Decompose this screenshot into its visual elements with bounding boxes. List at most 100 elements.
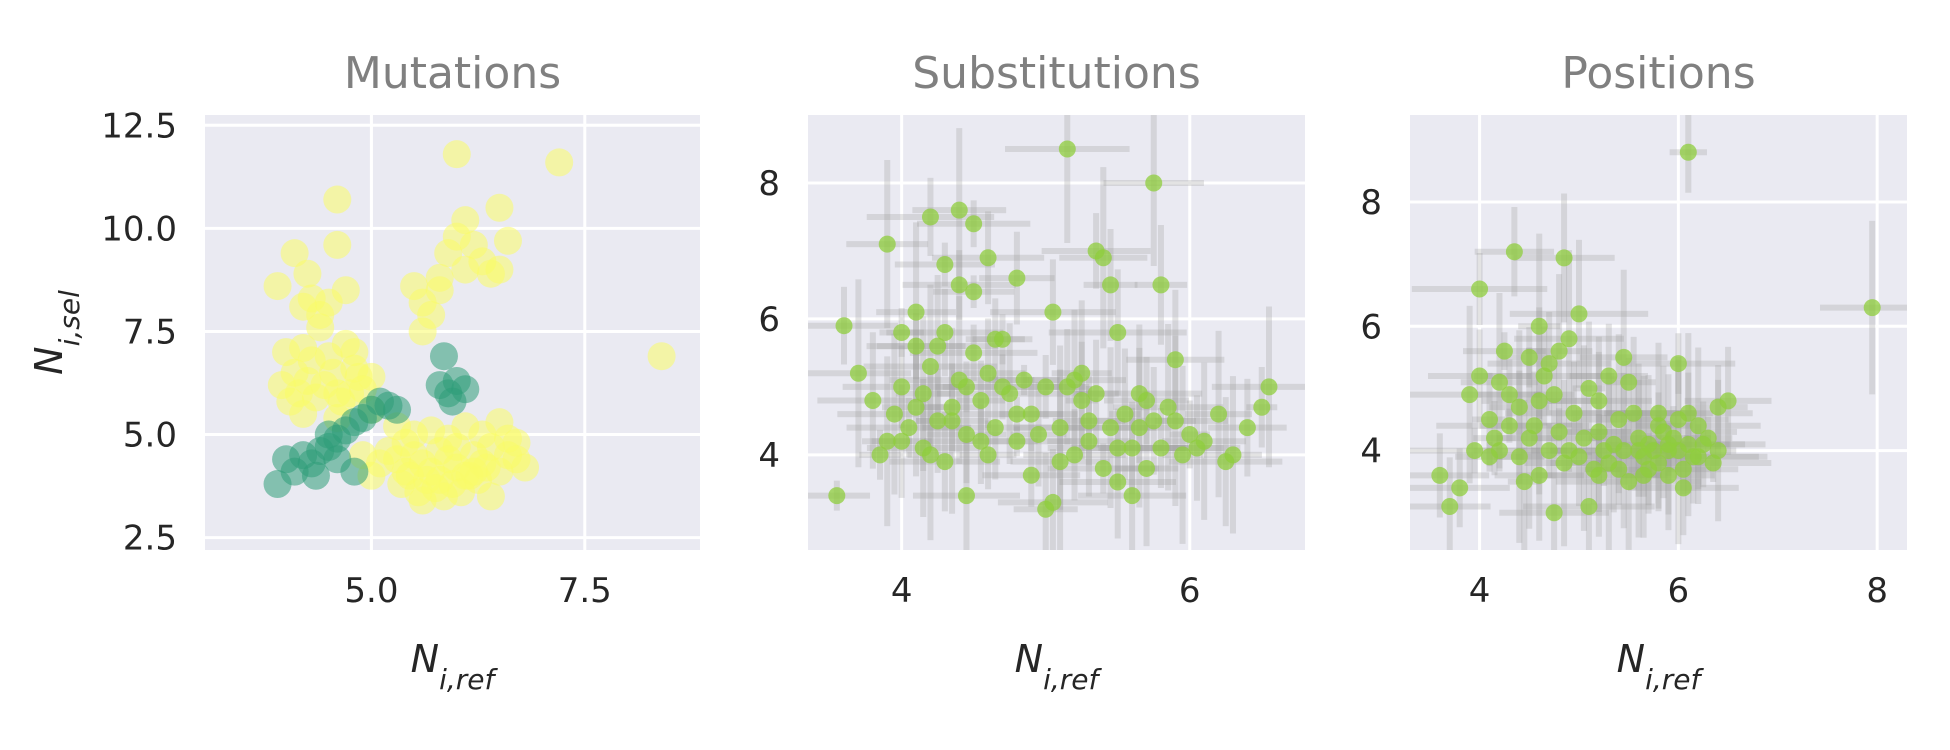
data-point: [1610, 411, 1628, 428]
data-point: [1029, 425, 1047, 443]
data-point: [485, 408, 514, 437]
data-point: [383, 395, 412, 424]
data-point: [965, 215, 983, 233]
data-point: [1094, 459, 1112, 477]
data-point: [1174, 446, 1192, 464]
data-point: [1585, 460, 1603, 478]
data-point: [921, 208, 939, 226]
data-point: [1152, 439, 1170, 457]
data-point: [828, 487, 846, 505]
data-point: [849, 364, 867, 382]
data-point: [979, 249, 997, 267]
x-tick-label: 6: [1668, 571, 1690, 611]
data-point: [1620, 473, 1638, 491]
data-point: [1441, 498, 1459, 515]
data-point: [442, 140, 471, 169]
series-yellow: [263, 140, 676, 515]
data-point: [1471, 367, 1489, 385]
data-point: [1109, 473, 1127, 491]
x-tick-label: 5.0: [344, 571, 398, 611]
y-tick-label: 4: [758, 436, 780, 476]
data-point: [1615, 348, 1633, 366]
data-point: [1015, 371, 1033, 389]
data-point: [293, 259, 322, 288]
data-point: [1550, 342, 1568, 360]
data-point: [986, 330, 1004, 348]
data-point: [1073, 391, 1091, 409]
data-point: [459, 457, 488, 486]
data-point: [878, 235, 896, 253]
data-point: [1253, 398, 1271, 416]
data-point: [950, 276, 968, 294]
data-point: [914, 439, 932, 457]
data-point: [1116, 405, 1134, 423]
data-point: [1520, 348, 1538, 366]
data-point: [1066, 446, 1084, 464]
x-axis-label-symbol: N: [1015, 637, 1043, 681]
y-axis-label-subscript: i,sel: [53, 290, 86, 346]
marks: [808, 115, 1305, 550]
data-point: [972, 432, 990, 450]
data-point: [1485, 429, 1503, 447]
data-point: [1481, 448, 1499, 466]
data-point: [1540, 442, 1558, 460]
data-point: [319, 358, 348, 387]
data-point: [1669, 411, 1687, 428]
marks: [263, 140, 676, 515]
data-point: [1145, 174, 1163, 192]
data-point: [914, 385, 932, 403]
data-point: [429, 342, 458, 371]
data-point: [972, 391, 990, 409]
data-point: [1159, 398, 1177, 416]
data-point: [1166, 351, 1184, 369]
panel-title: Mutations: [344, 48, 561, 99]
data-point: [1145, 412, 1163, 430]
series-points: [828, 140, 1278, 518]
data-point: [1560, 330, 1578, 348]
data-point: [545, 148, 574, 177]
data-point: [1580, 498, 1598, 515]
data-point: [1495, 342, 1513, 360]
data-point: [1530, 466, 1548, 484]
data-point: [1525, 417, 1543, 435]
data-point: [929, 337, 947, 355]
data-point: [391, 457, 420, 486]
data-point: [936, 256, 954, 274]
data-point: [986, 419, 1004, 437]
data-point: [957, 425, 975, 443]
data-point: [485, 255, 514, 284]
data-point: [1008, 405, 1026, 423]
data-point: [1087, 385, 1105, 403]
data-point: [1555, 249, 1573, 267]
data-point: [408, 317, 437, 346]
data-point: [1674, 479, 1692, 497]
data-point: [1515, 473, 1533, 491]
data-point: [1073, 364, 1091, 382]
data-point: [476, 482, 505, 511]
data-point: [306, 300, 335, 329]
data-point: [1620, 373, 1638, 391]
data-point: [1451, 479, 1469, 497]
data-point: [1461, 386, 1479, 404]
data-point: [1080, 432, 1098, 450]
data-point: [1595, 442, 1613, 460]
data-point: [1130, 419, 1148, 437]
plot-area: [808, 115, 1305, 550]
data-point: [1166, 412, 1184, 430]
data-point: [1863, 299, 1881, 317]
data-point: [979, 446, 997, 464]
data-point: [451, 255, 480, 284]
series-points: [1431, 143, 1881, 522]
data-point: [1500, 417, 1518, 435]
data-point: [893, 324, 911, 341]
x-axis-label-symbol: N: [411, 637, 439, 681]
plot-area: [1410, 115, 1907, 550]
data-point: [1555, 454, 1573, 472]
data-point: [1080, 412, 1098, 430]
data-point: [1109, 439, 1127, 457]
data-point: [493, 441, 522, 470]
data-point: [893, 378, 911, 396]
panel-mutations: 5.0 7.52.55.07.510.012.5MutationsNi,refNi…: [27, 48, 700, 696]
data-point: [1260, 378, 1278, 396]
data-point: [1123, 439, 1141, 457]
